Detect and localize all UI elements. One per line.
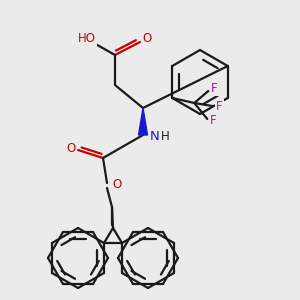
- Text: F: F: [211, 82, 217, 95]
- Text: HO: HO: [78, 32, 96, 46]
- Text: O: O: [112, 179, 122, 193]
- Text: N: N: [150, 130, 160, 142]
- Text: O: O: [66, 142, 76, 154]
- Text: F: F: [210, 115, 217, 128]
- Polygon shape: [139, 108, 148, 135]
- Text: F: F: [216, 100, 223, 112]
- Text: H: H: [160, 130, 169, 143]
- Text: O: O: [112, 178, 122, 191]
- Text: O: O: [142, 32, 152, 46]
